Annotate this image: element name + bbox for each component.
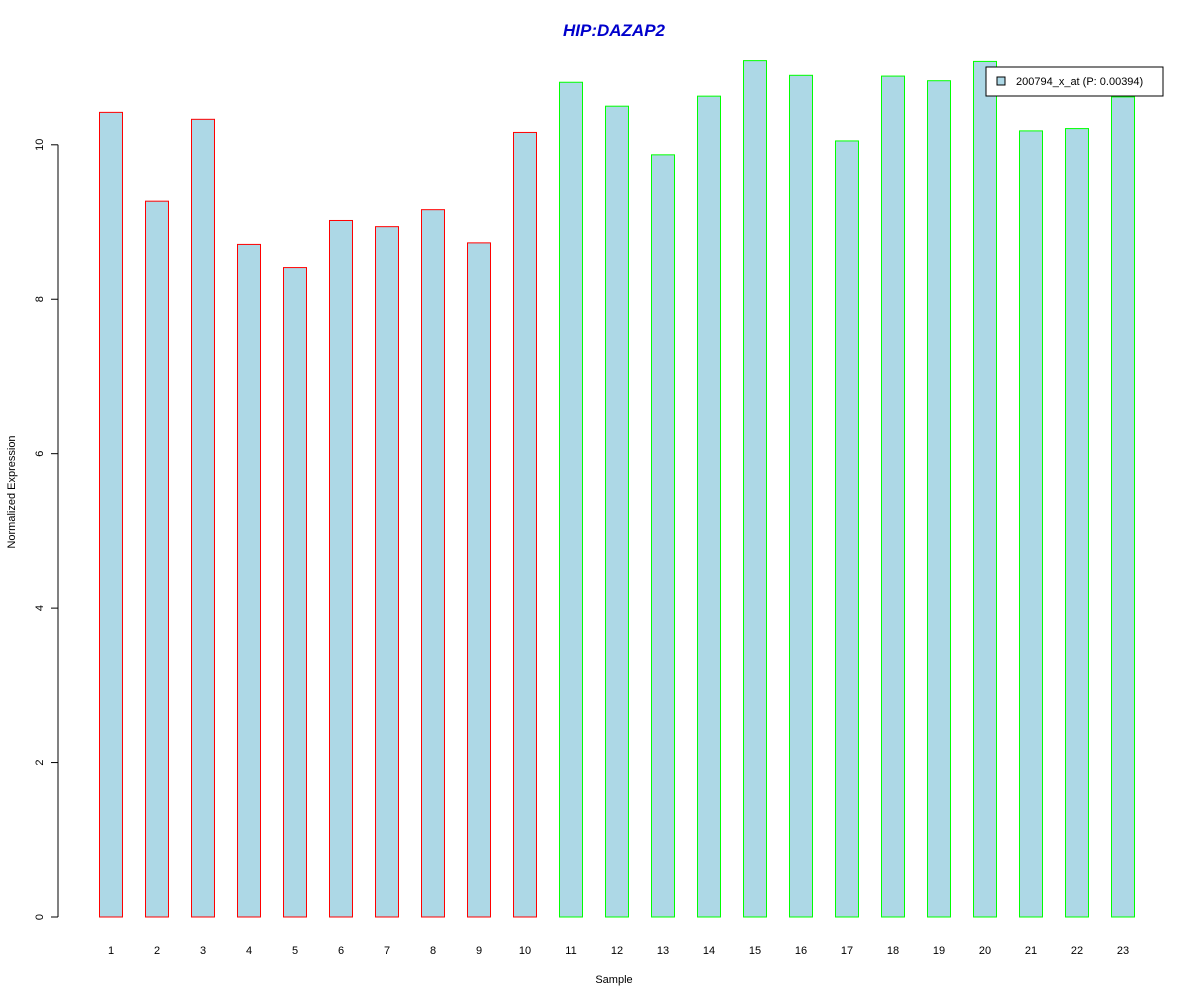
x-tick-label-20: 20 bbox=[979, 945, 991, 957]
x-tick-label-22: 22 bbox=[1071, 945, 1083, 957]
bar-sample-22 bbox=[1065, 128, 1089, 918]
x-tick-label-17: 17 bbox=[841, 945, 853, 957]
x-tick-label-18: 18 bbox=[887, 945, 899, 957]
bar-sample-1 bbox=[99, 111, 123, 918]
x-tick-label-21: 21 bbox=[1025, 945, 1037, 957]
y-tick-label-2: 2 bbox=[34, 759, 46, 765]
bar-sample-23 bbox=[1111, 96, 1135, 918]
x-tick-label-19: 19 bbox=[933, 945, 945, 957]
bar-sample-10 bbox=[513, 131, 537, 918]
x-tick-label-23: 23 bbox=[1117, 945, 1129, 957]
bar-sample-13 bbox=[651, 154, 675, 918]
x-tick-label-1: 1 bbox=[108, 945, 114, 957]
chart-title: HIP:DAZAP2 bbox=[563, 21, 666, 40]
x-tick-label-7: 7 bbox=[384, 945, 390, 957]
x-tick-label-4: 4 bbox=[246, 945, 252, 957]
bar-sample-19 bbox=[927, 80, 951, 918]
bar-sample-9 bbox=[467, 242, 491, 918]
x-tick-label-11: 11 bbox=[565, 945, 576, 957]
bar-sample-3 bbox=[191, 118, 215, 918]
y-tick-label-8: 8 bbox=[34, 296, 46, 302]
bar-sample-4 bbox=[237, 243, 261, 918]
y-tick-label-4: 4 bbox=[34, 605, 46, 611]
bar-sample-12 bbox=[605, 105, 629, 918]
y-tick-label-6: 6 bbox=[34, 451, 46, 457]
bars-group bbox=[99, 60, 1135, 918]
bar-sample-7 bbox=[375, 226, 399, 918]
legend-swatch bbox=[996, 76, 1006, 86]
bar-sample-18 bbox=[881, 75, 905, 918]
legend-label: 200794_x_at (P: 0.00394) bbox=[1016, 76, 1143, 88]
x-tick-label-13: 13 bbox=[657, 945, 669, 957]
x-tick-label-5: 5 bbox=[292, 945, 298, 957]
x-tick-label-6: 6 bbox=[338, 945, 344, 957]
x-axis: 1 2 3 4 5 6 7 8 9 10 11 12 13 14 15 16 17 18 19 20 21 22 23 bbox=[108, 945, 1129, 957]
bar-sample-11 bbox=[559, 81, 583, 918]
bar-sample-6 bbox=[329, 219, 353, 918]
legend-box bbox=[985, 66, 1164, 97]
bar-sample-21 bbox=[1019, 130, 1043, 918]
bar-sample-5 bbox=[283, 267, 307, 918]
y-axis-label: Normalized Expression bbox=[6, 435, 18, 548]
bar-sample-17 bbox=[835, 140, 859, 918]
y-axis: 0 2 4 6 8 10 bbox=[34, 139, 59, 920]
bar-sample-15 bbox=[743, 60, 767, 918]
bar-sample-2 bbox=[145, 200, 169, 918]
bar-sample-20 bbox=[973, 60, 997, 918]
x-tick-label-12: 12 bbox=[611, 945, 623, 957]
x-tick-label-2: 2 bbox=[154, 945, 160, 957]
bar-sample-8 bbox=[421, 209, 445, 918]
x-tick-label-16: 16 bbox=[795, 945, 807, 957]
x-tick-label-10: 10 bbox=[519, 945, 531, 957]
legend: 200794_x_at (P: 0.00394) bbox=[985, 66, 1164, 97]
x-tick-label-15: 15 bbox=[749, 945, 761, 957]
x-tick-label-9: 9 bbox=[476, 945, 482, 957]
bar-sample-16 bbox=[789, 74, 813, 918]
y-tick-label-0: 0 bbox=[34, 914, 46, 920]
x-tick-label-14: 14 bbox=[703, 945, 715, 957]
x-tick-label-3: 3 bbox=[200, 945, 206, 957]
x-axis-label: Sample bbox=[595, 974, 632, 986]
y-tick-label-10: 10 bbox=[34, 139, 46, 151]
bar-sample-14 bbox=[697, 95, 721, 918]
x-tick-label-8: 8 bbox=[430, 945, 436, 957]
